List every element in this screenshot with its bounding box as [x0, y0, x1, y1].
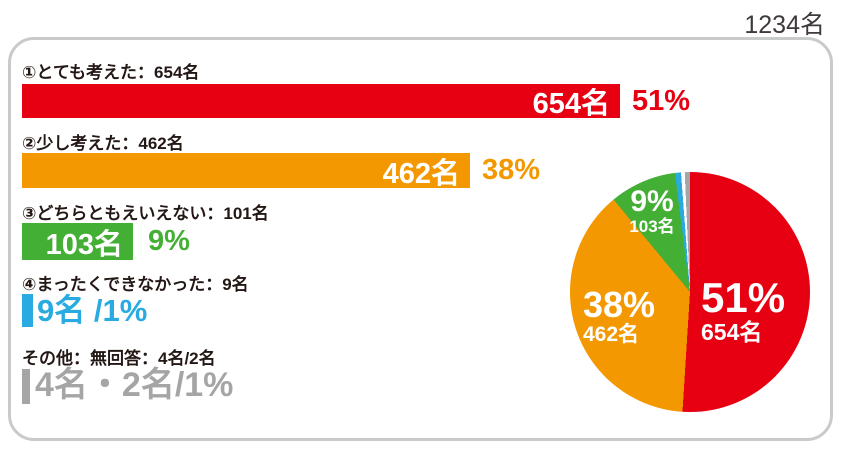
bar-5: [22, 369, 30, 404]
total-count: 1234名: [744, 11, 825, 39]
bar-label-2: ②少し考えた：462名: [22, 134, 184, 153]
bar-5-value: 4名・2名/1%: [35, 366, 234, 404]
bar-4-value: 9名 /1%: [37, 293, 148, 328]
bar-1: 654名: [22, 84, 620, 120]
bar-4: [22, 294, 33, 327]
bar-2-value: 462名: [382, 157, 460, 190]
bar-2: 462名: [22, 153, 470, 190]
pie-chart: [570, 172, 810, 412]
pie-green-percent: 9%: [630, 185, 674, 218]
bar-2-percent: 38%: [482, 154, 541, 186]
pie-red-count: 654名: [701, 319, 763, 346]
pie-orange-count: 462名: [583, 322, 640, 346]
pie-green-count: 103名: [629, 216, 675, 236]
bar-label-1: ①とても考えた：654名: [22, 63, 200, 82]
bar-3-percent: 9%: [148, 225, 190, 257]
pie-label-red: 51% 654名: [701, 274, 786, 346]
bar-label-3: ③どちらともえいえない：101名: [22, 204, 269, 223]
bar-1-percent: 51%: [632, 85, 691, 117]
pie-red-percent: 51%: [701, 274, 786, 321]
bar-label-5: その他：無回答：4名/2名: [22, 349, 216, 368]
bar-1-value: 654名: [532, 88, 610, 120]
bar-3: 103名: [22, 223, 133, 261]
bar-3-value: 103名: [45, 228, 123, 261]
pie-label-green: 9% 103名: [616, 186, 688, 235]
pie-label-orange: 38% 462名: [583, 286, 655, 346]
pie-orange-percent: 38%: [583, 284, 656, 325]
bar-label-4: ④まったくできなかった：9名: [22, 275, 249, 294]
chart-panel: ①とても考えた：654名 654名 51% ②少し考えた：462名 462名 3…: [8, 37, 833, 441]
